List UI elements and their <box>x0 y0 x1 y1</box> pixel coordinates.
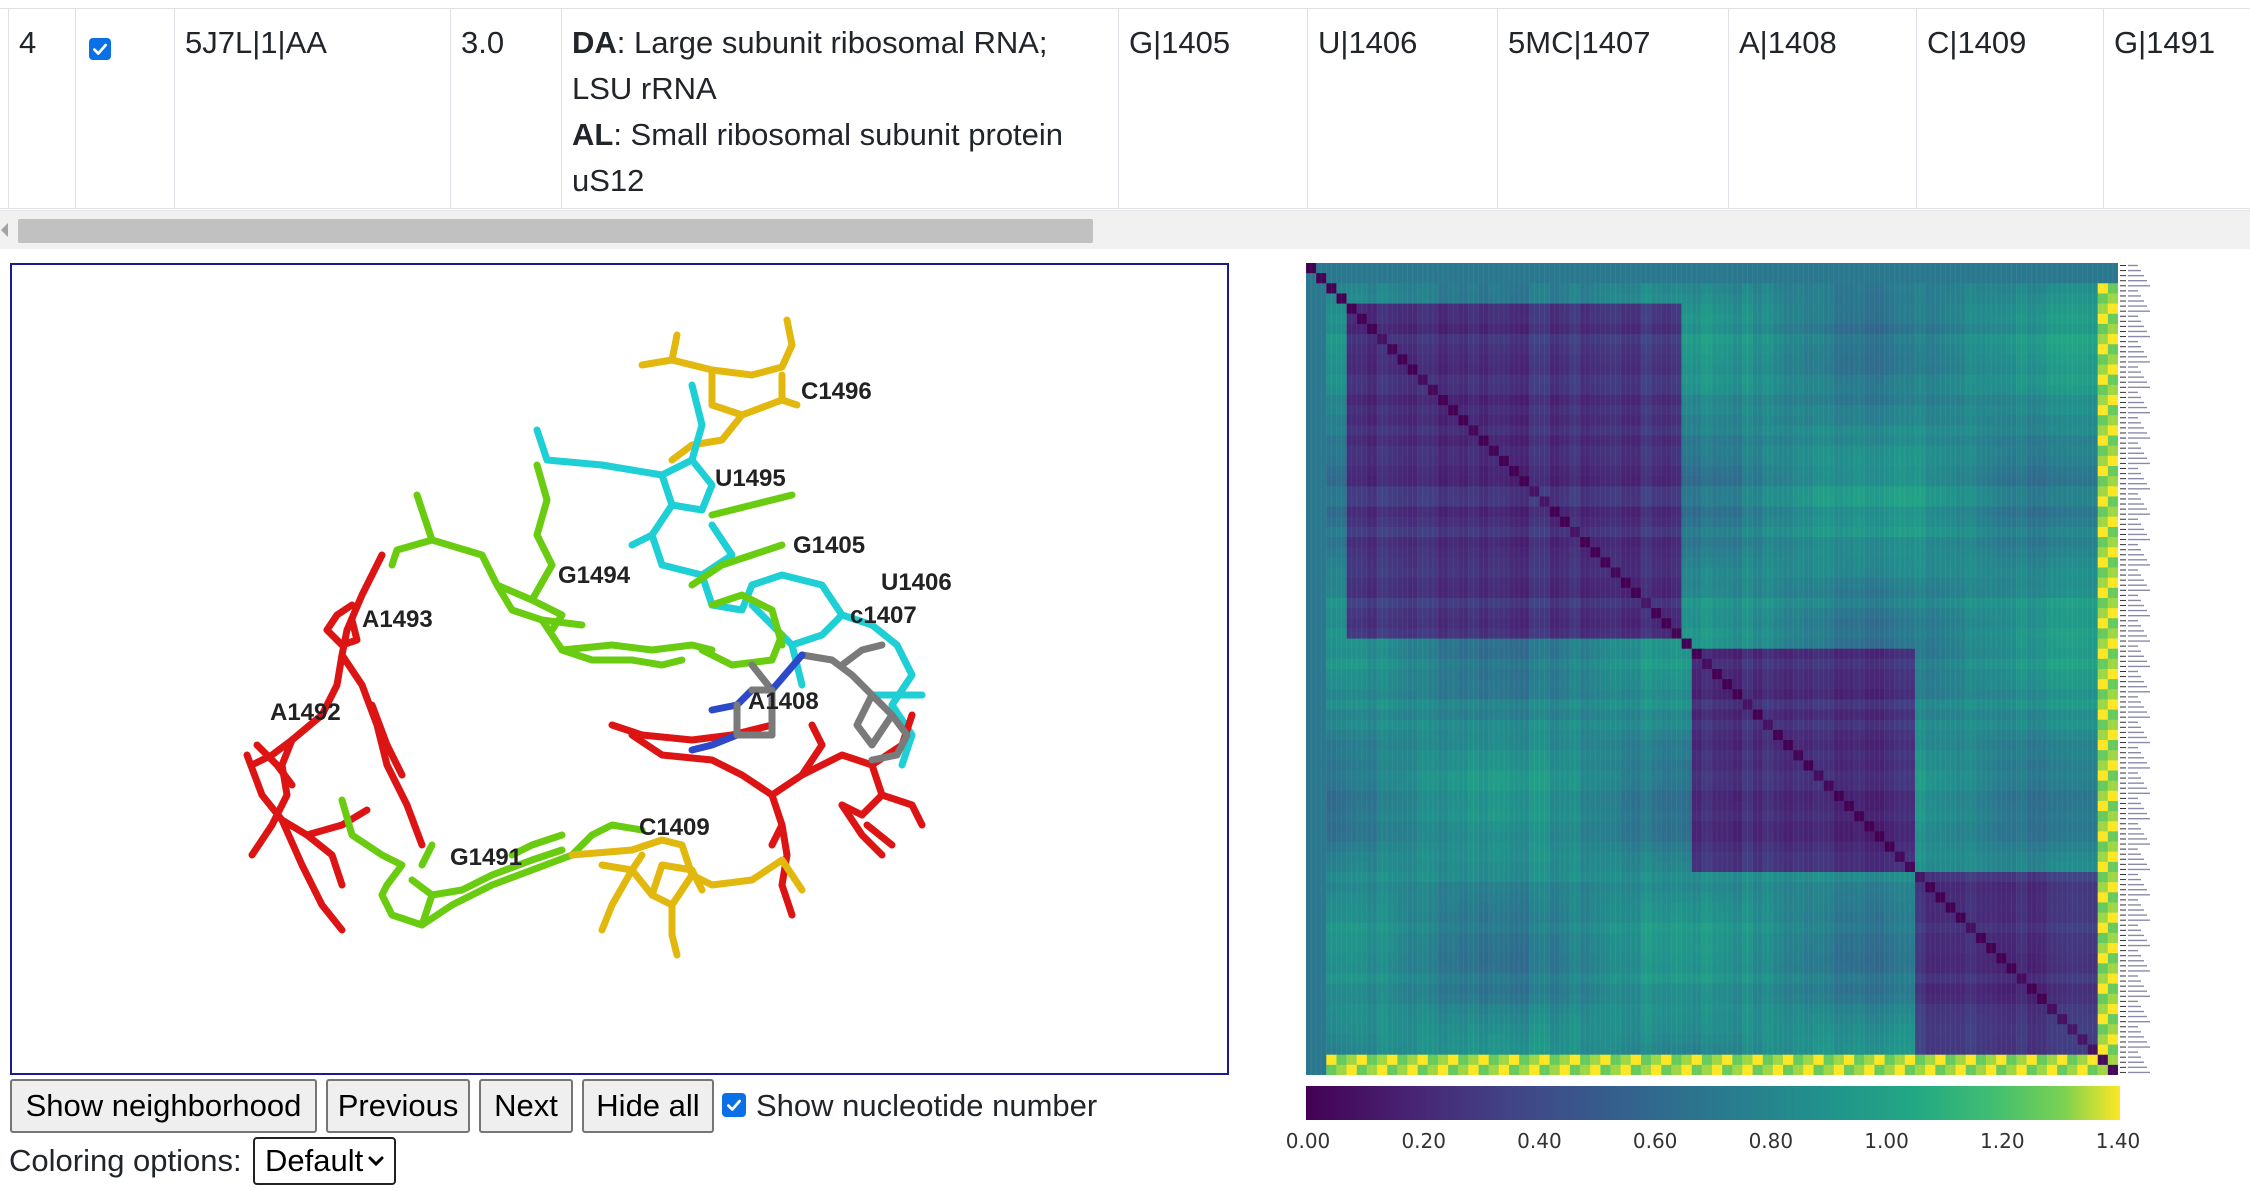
nucleotide-a1493 <box>243 551 426 934</box>
nt-cell-2: U|1406 <box>1307 8 1497 208</box>
results-table: 4 5J7L|1|AA 3.0 DA: Large subunit riboso… <box>0 0 2250 250</box>
nucleotide-c1409 <box>568 836 806 959</box>
residue-label: G1405 <box>793 532 865 559</box>
nucleotide-a1408 <box>748 641 911 764</box>
show-number-checkbox[interactable] <box>722 1093 746 1117</box>
nucleotide: A|1408 <box>1739 25 1837 60</box>
residue-label: c1407 <box>850 602 917 629</box>
nucleotide: U|1406 <box>1318 25 1418 60</box>
show-number-label[interactable]: Show nucleotide number <box>756 1088 1098 1123</box>
chain-entry-1: DA: Large subunit ribosomal RNA; LSU rRN… <box>572 20 1108 112</box>
chain-code: AL <box>572 117 614 152</box>
resolution-cell: 3.0 <box>450 8 561 208</box>
pdb-id-cell: 5J7L|1|AA <box>174 8 450 208</box>
nucleotide: G|1405 <box>1129 25 1231 60</box>
residue-label: A1493 <box>362 606 433 633</box>
colorbar-tick-label: 0.60 <box>1632 1129 1678 1153</box>
coloring-select[interactable]: Default <box>253 1137 396 1185</box>
nucleotide-g1494 <box>388 461 796 669</box>
table-row: 4 5J7L|1|AA 3.0 DA: Large subunit riboso… <box>0 8 2250 209</box>
next-button[interactable]: Next <box>479 1079 573 1133</box>
resolution: 3.0 <box>461 25 505 60</box>
distance-heatmap[interactable] <box>1306 263 2118 1075</box>
heatmap-row-labels <box>2120 264 2150 1074</box>
nucleotide: 5MC|1407 <box>1508 25 1651 60</box>
nucleotide: G|1491 <box>2114 25 2216 60</box>
colorbar-tick-label: 1.00 <box>1864 1129 1909 1153</box>
colorbar-gradient <box>1306 1086 2120 1120</box>
nucleotide-c1496 <box>638 316 801 464</box>
scroll-left-icon[interactable] <box>1 223 8 237</box>
heatmap-cells <box>1306 263 2118 1075</box>
previous-button[interactable]: Previous <box>326 1079 470 1133</box>
chains-cell: DA: Large subunit ribosomal RNA; LSU rRN… <box>561 8 1118 208</box>
nt-cell-4: A|1408 <box>1728 8 1916 208</box>
row-checkbox[interactable] <box>89 38 111 60</box>
colorbar-tick-label: 0.20 <box>1401 1129 1446 1153</box>
residue-label: A1492 <box>270 699 341 726</box>
colorbar-tick-label: 0.80 <box>1748 1129 1794 1153</box>
residue-label: A1408 <box>748 688 819 715</box>
nucleotide-a1408-ring <box>733 686 776 739</box>
horizontal-scrollbar[interactable] <box>0 210 2250 249</box>
colorbar <box>1306 1086 2120 1120</box>
colorbar-tick-label: 0.40 <box>1517 1129 1562 1153</box>
residue-label: G1491 <box>450 844 522 871</box>
residue-label: U1406 <box>881 569 952 596</box>
chain-code: DA <box>572 25 617 60</box>
heatmap-grid <box>1306 263 2118 1075</box>
colorbar-tick-label: 1.20 <box>1980 1129 2025 1153</box>
residue-label: U1495 <box>715 465 786 492</box>
nucleotide-a1408-red <box>608 711 926 919</box>
check-icon <box>93 43 107 55</box>
colorbar-tick-label: 1.40 <box>2095 1129 2141 1153</box>
residue-label: G1494 <box>558 562 631 589</box>
check-icon <box>727 1099 741 1111</box>
residue-label: C1496 <box>801 378 872 405</box>
pdb-id[interactable]: 5J7L|1|AA <box>185 25 327 60</box>
nucleotide: C|1409 <box>1927 25 2027 60</box>
row-tick-marks <box>2120 264 2150 1074</box>
chevron-down-icon <box>368 1156 384 1167</box>
molecule-canvas[interactable]: C1496 U1495 G1405 U1406 c1407 G1494 A149… <box>12 265 1227 1073</box>
chain-desc: : Small ribosomal subunit protein uS12 <box>572 117 1064 198</box>
chain-desc: : Large subunit ribosomal RNA; LSU rRNA <box>572 25 1048 106</box>
select-cell <box>75 8 174 208</box>
nt-cell-5: C|1409 <box>1916 8 2103 208</box>
colorbar-tick-label: 0.00 <box>1285 1129 1331 1153</box>
scrollbar-thumb[interactable] <box>18 219 1093 243</box>
residue-label: C1409 <box>639 814 710 841</box>
row-index: 4 <box>19 25 37 60</box>
show-neighborhood-button[interactable]: Show neighborhood <box>10 1079 317 1133</box>
hide-all-button[interactable]: Hide all <box>582 1079 714 1133</box>
heatmap-canvas[interactable] <box>1306 263 2118 1075</box>
nt-cell-3: 5MC|1407 <box>1497 8 1728 208</box>
table-header-edge <box>0 0 2250 9</box>
structure-viewer[interactable]: C1496 U1495 G1405 U1406 c1407 G1494 A149… <box>10 263 1229 1075</box>
nt-cell-1: G|1405 <box>1118 8 1307 208</box>
nt-cell-6: G|1491 <box>2103 8 2250 208</box>
coloring-select-value: Default <box>265 1143 364 1178</box>
chain-entry-2: AL: Small ribosomal subunit protein uS12 <box>572 112 1108 204</box>
coloring-options-label: Coloring options: <box>9 1143 242 1178</box>
row-index-cell: 4 <box>8 8 75 208</box>
